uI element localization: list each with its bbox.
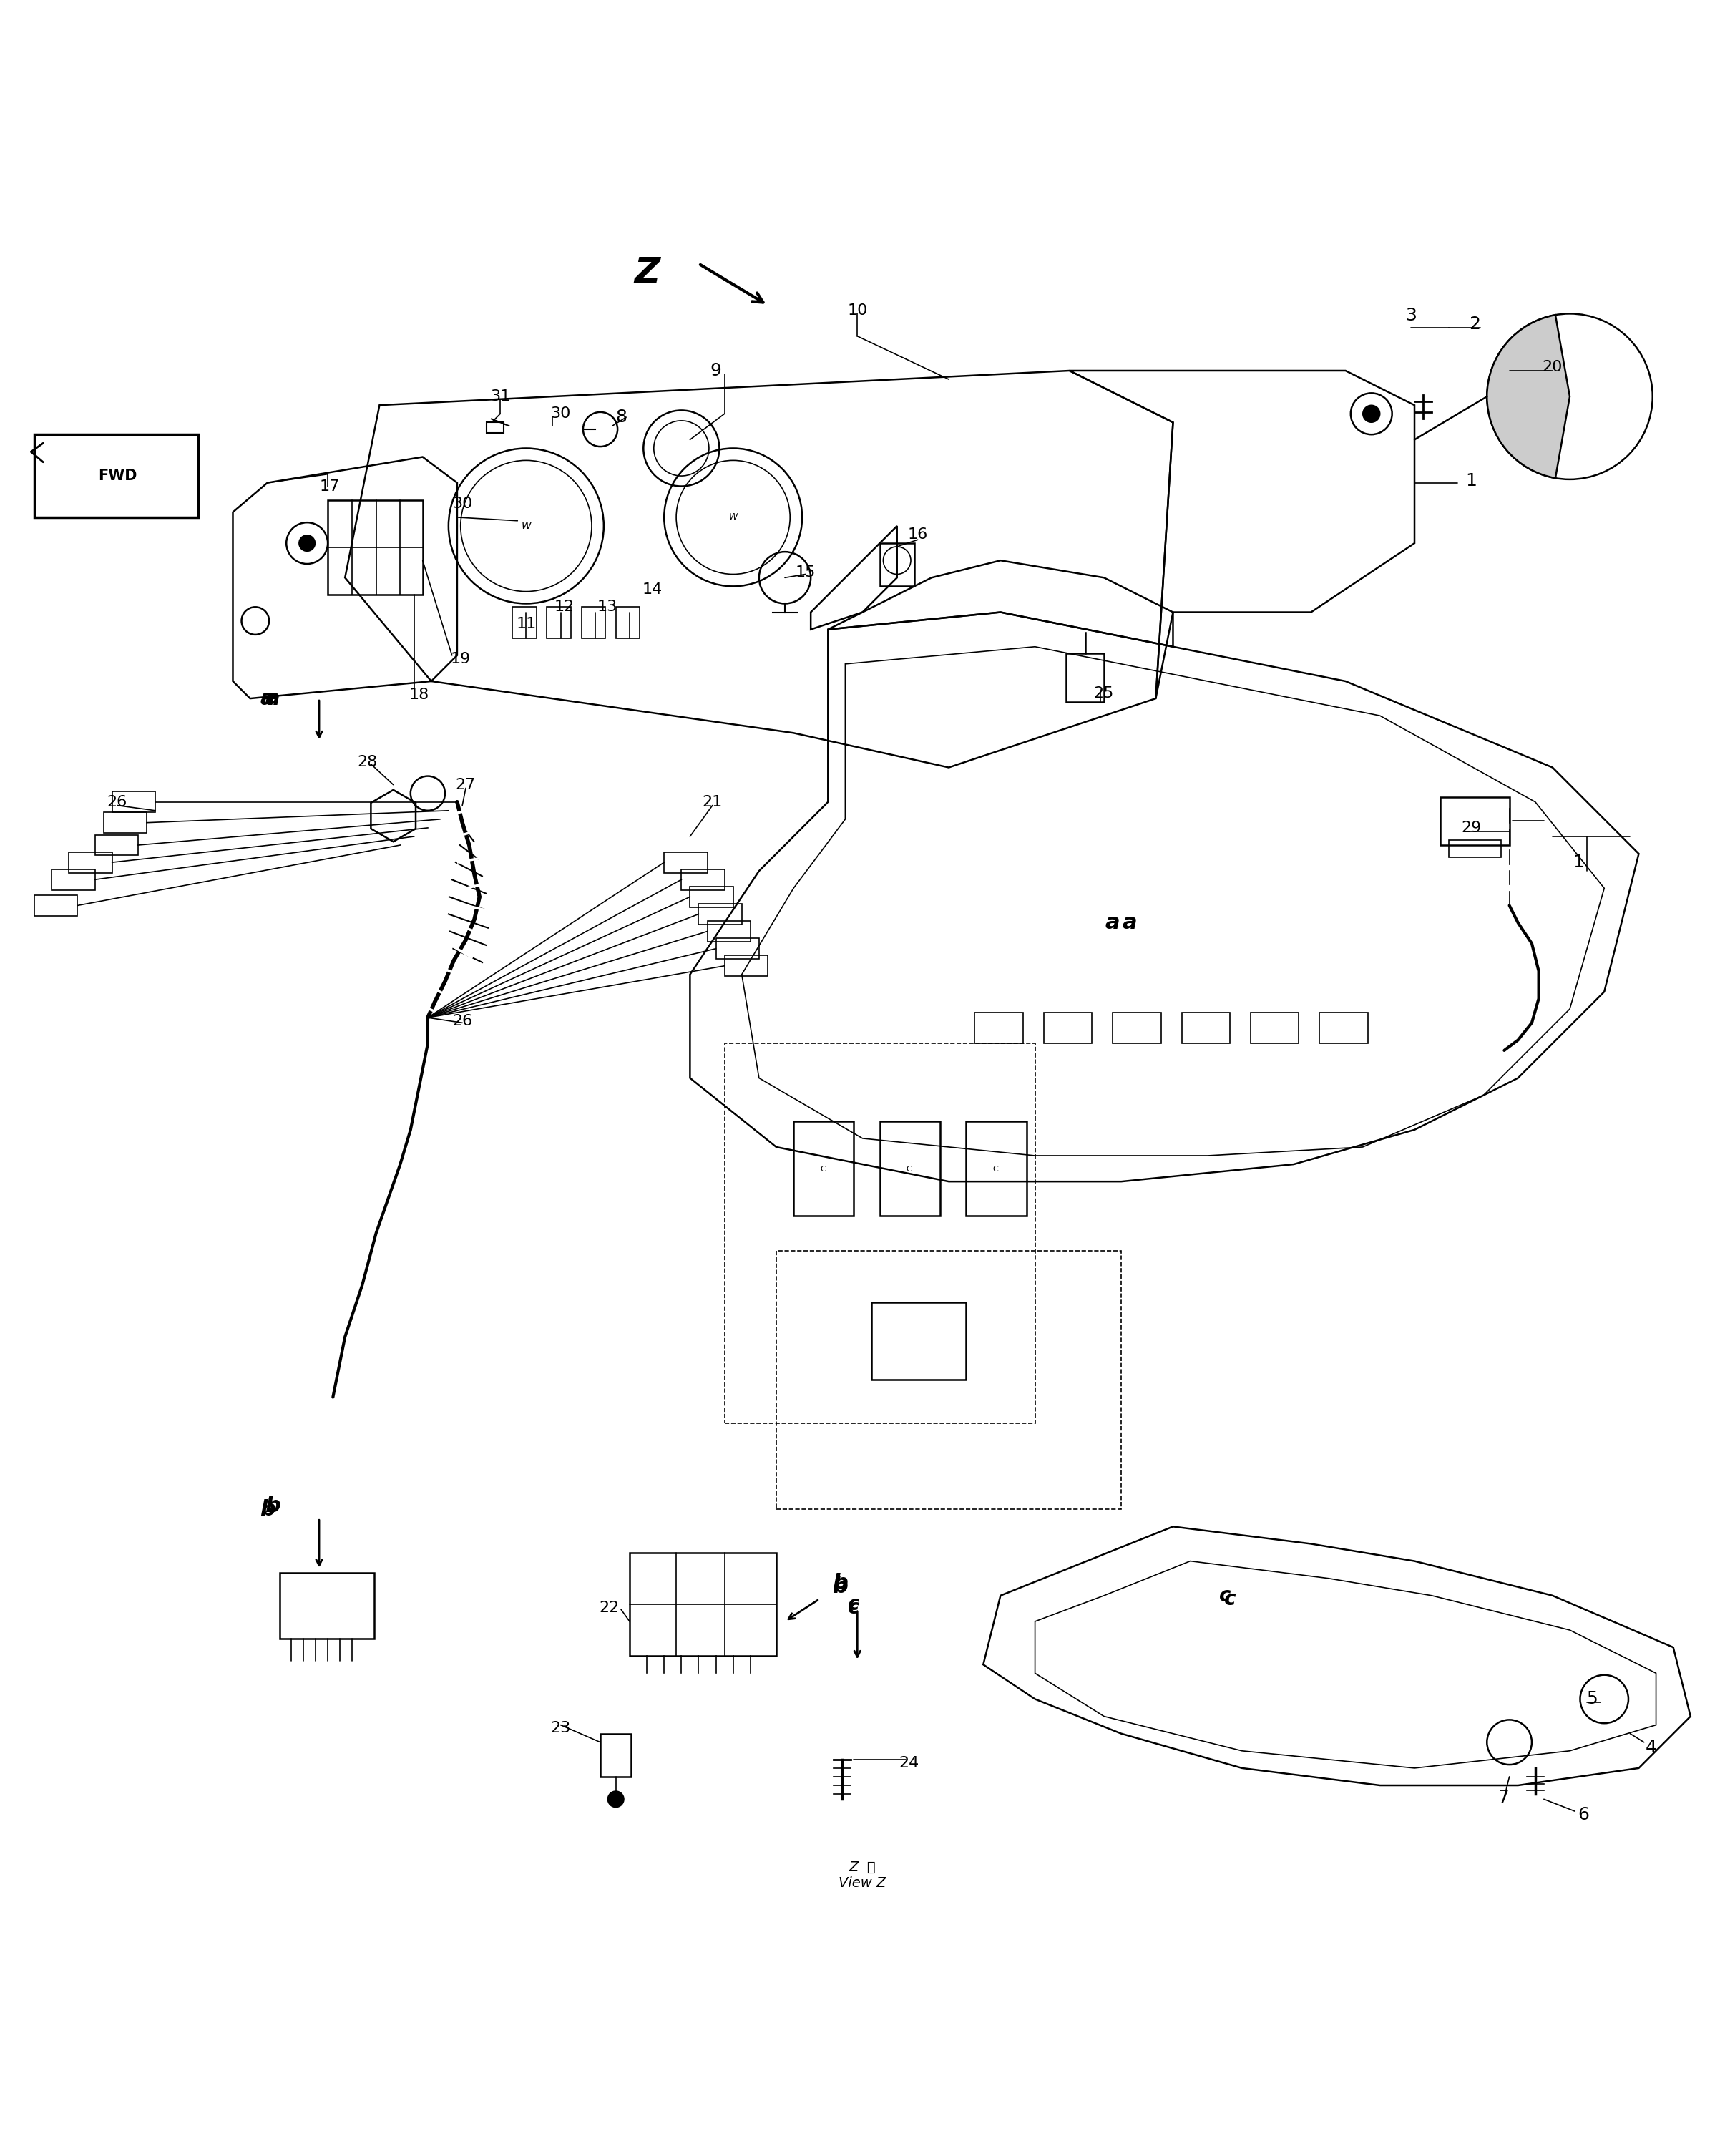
Text: 14: 14 — [642, 582, 662, 597]
Bar — [328, 500, 423, 595]
Text: W: W — [521, 522, 531, 530]
Bar — [581, 608, 605, 638]
Text: 1: 1 — [1573, 854, 1584, 871]
Text: Z  視
View Z: Z 視 View Z — [838, 1861, 887, 1889]
Text: C: C — [819, 1166, 826, 1173]
Text: 30: 30 — [452, 496, 473, 511]
Bar — [707, 921, 750, 942]
Text: 4: 4 — [1646, 1738, 1656, 1755]
Text: 5: 5 — [1587, 1690, 1597, 1708]
Text: 3: 3 — [1406, 306, 1416, 323]
Text: 23: 23 — [550, 1720, 571, 1736]
Bar — [1182, 1013, 1230, 1044]
Text: FWD: FWD — [98, 468, 136, 483]
Bar — [95, 834, 138, 856]
Text: 21: 21 — [702, 796, 723, 808]
Text: 6: 6 — [1578, 1807, 1589, 1824]
Text: a: a — [1106, 912, 1120, 934]
Text: 1: 1 — [1466, 472, 1477, 489]
Text: 2: 2 — [1470, 315, 1480, 332]
Bar — [690, 886, 733, 908]
Text: 9: 9 — [711, 362, 721, 379]
Text: 26: 26 — [452, 1013, 473, 1028]
Text: 13: 13 — [597, 599, 618, 614]
Text: C: C — [992, 1166, 999, 1173]
Bar — [1449, 841, 1501, 858]
Text: c: c — [1220, 1585, 1230, 1606]
Text: 24: 24 — [899, 1755, 919, 1770]
Bar — [664, 852, 707, 873]
Bar — [1066, 653, 1104, 703]
Bar — [1440, 798, 1509, 845]
Text: W: W — [728, 513, 738, 522]
Bar — [681, 869, 724, 890]
Text: 17: 17 — [319, 479, 340, 494]
Bar — [600, 1733, 631, 1777]
Text: 25: 25 — [1094, 686, 1114, 701]
Circle shape — [1363, 405, 1380, 423]
Text: b: b — [264, 1496, 281, 1516]
Text: 20: 20 — [1542, 360, 1563, 375]
Text: 22: 22 — [599, 1600, 619, 1615]
Text: 18: 18 — [409, 688, 430, 703]
Bar — [512, 608, 536, 638]
Bar — [699, 903, 742, 925]
Bar — [104, 813, 147, 832]
Text: 19: 19 — [450, 651, 471, 666]
Text: 26: 26 — [107, 796, 128, 808]
Bar — [724, 955, 768, 977]
Text: 28: 28 — [357, 755, 378, 770]
Text: b: b — [259, 1498, 276, 1520]
Text: Z: Z — [633, 254, 661, 289]
Text: c: c — [849, 1598, 859, 1617]
Bar — [871, 1302, 966, 1380]
Text: C: C — [906, 1166, 913, 1173]
Bar — [34, 895, 78, 916]
Text: 8: 8 — [616, 410, 626, 427]
Bar — [880, 543, 914, 586]
Text: a: a — [266, 688, 279, 709]
Bar — [69, 852, 112, 873]
Text: b: b — [831, 1574, 849, 1593]
Bar — [547, 608, 571, 638]
Text: 12: 12 — [554, 599, 574, 614]
Bar — [1044, 1013, 1092, 1044]
Text: 29: 29 — [1461, 821, 1482, 834]
Bar — [966, 1121, 1026, 1216]
Bar — [279, 1574, 374, 1639]
Text: 15: 15 — [795, 565, 816, 580]
Bar — [794, 1121, 854, 1216]
Text: c: c — [1225, 1589, 1235, 1608]
Text: a: a — [1123, 912, 1137, 934]
Circle shape — [607, 1789, 624, 1807]
Bar — [1113, 1013, 1161, 1044]
Text: 30: 30 — [550, 407, 571, 420]
Bar — [52, 869, 95, 890]
Bar — [630, 1552, 776, 1656]
Bar — [880, 1121, 940, 1216]
Text: c: c — [849, 1593, 859, 1615]
Bar — [724, 1044, 1035, 1423]
Text: 16: 16 — [907, 528, 928, 541]
Text: 27: 27 — [455, 778, 476, 791]
Text: 11: 11 — [516, 617, 536, 632]
Circle shape — [298, 535, 316, 552]
Bar — [1251, 1013, 1299, 1044]
Bar — [1320, 1013, 1368, 1044]
Text: a: a — [260, 688, 274, 709]
Bar — [776, 1250, 1121, 1509]
Wedge shape — [1487, 315, 1570, 479]
Text: 31: 31 — [490, 390, 511, 403]
Bar — [716, 938, 759, 959]
Text: b: b — [831, 1576, 849, 1598]
Bar — [486, 423, 504, 433]
Bar — [975, 1013, 1023, 1044]
Text: 7: 7 — [1499, 1789, 1509, 1807]
Text: 10: 10 — [847, 304, 868, 317]
Bar — [112, 791, 155, 813]
Bar — [616, 608, 640, 638]
